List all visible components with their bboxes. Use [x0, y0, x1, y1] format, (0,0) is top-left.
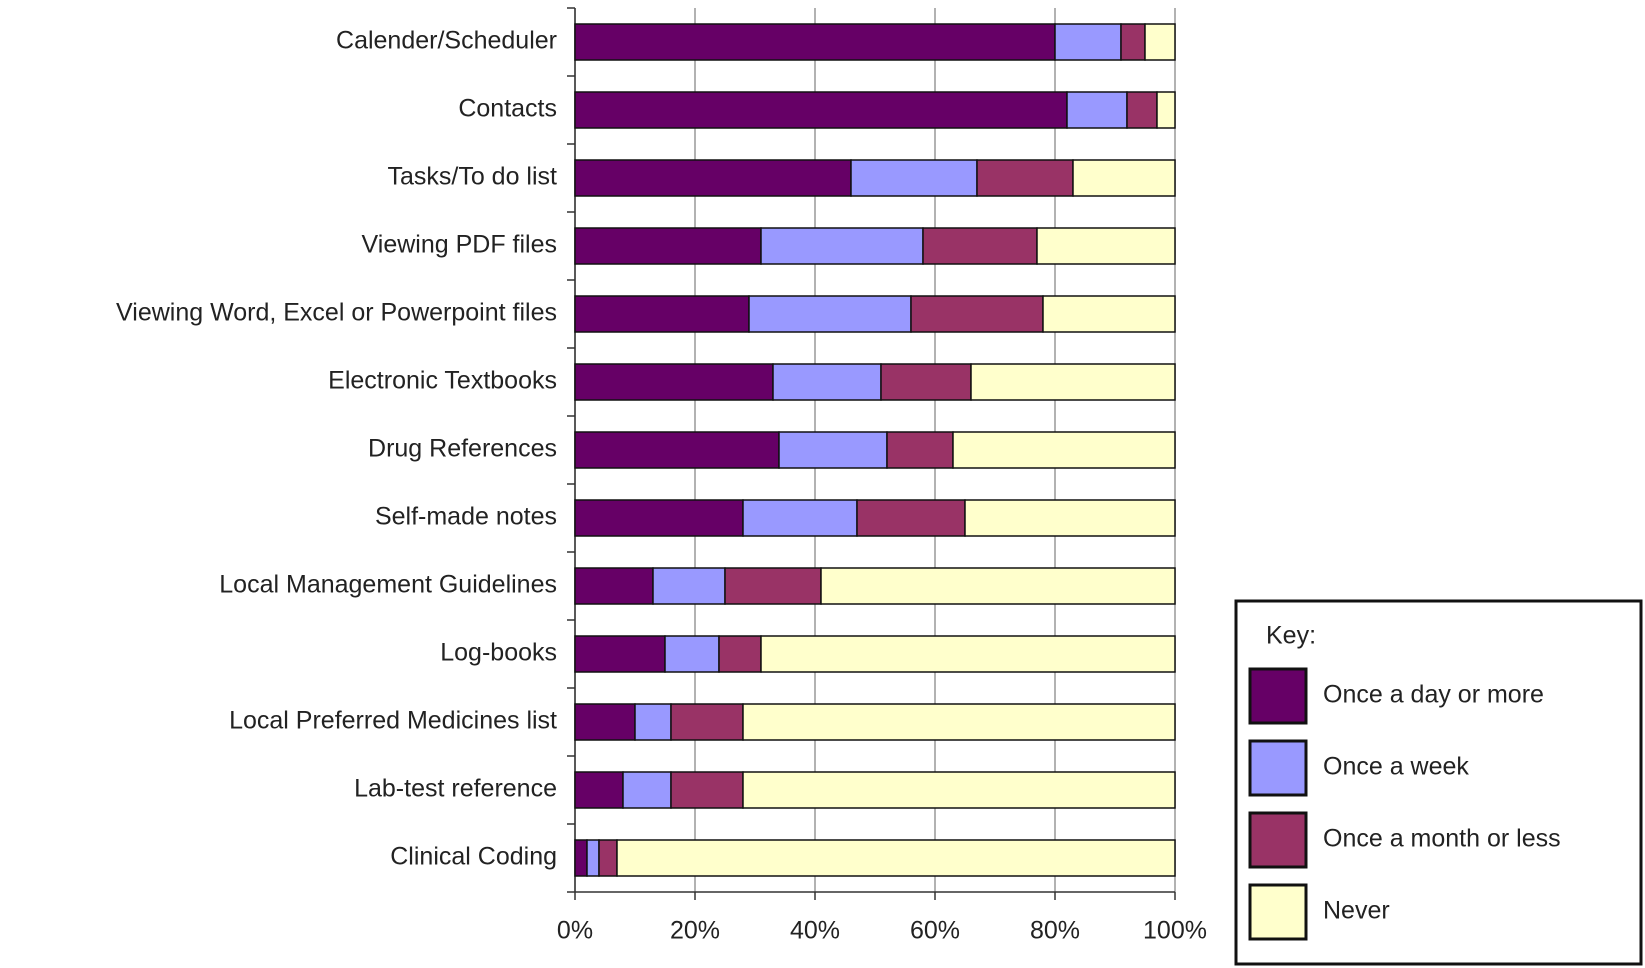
bar-segment [1156, 91, 1176, 129]
bar-segment [598, 839, 618, 877]
bar-segment [718, 635, 762, 673]
bar-segment [574, 227, 762, 265]
legend-label: Never [1323, 897, 1390, 925]
y-tick-label: Electronic Textbooks [328, 367, 557, 395]
bar-segment [742, 703, 1176, 741]
bar-segment [760, 227, 924, 265]
bar-segment [574, 159, 852, 197]
bar-segment [1042, 295, 1176, 333]
bar-segment [574, 635, 666, 673]
bar-segment [850, 159, 978, 197]
bar-segment [574, 499, 744, 537]
legend-swatch [1248, 883, 1308, 941]
bar-segment [1054, 23, 1122, 61]
bar-segment [574, 295, 750, 333]
legend-label: Once a month or less [1323, 825, 1561, 853]
bar-segment [574, 431, 780, 469]
x-tick-label: 0% [557, 917, 593, 945]
bar-segment [778, 431, 888, 469]
y-tick-label: Lab-test reference [354, 775, 557, 803]
y-tick-label: Log-books [440, 639, 557, 667]
x-tick-label: 40% [790, 917, 840, 945]
bar-segment [976, 159, 1074, 197]
legend-swatch [1248, 667, 1308, 725]
bar-segment [880, 363, 972, 401]
y-tick-label: Self-made notes [375, 503, 557, 531]
bar-segment [742, 499, 858, 537]
bar-segment [1072, 159, 1176, 197]
x-tick-label: 20% [670, 917, 720, 945]
bar-segment [652, 567, 726, 605]
bar-segment [922, 227, 1038, 265]
bar-segment [886, 431, 954, 469]
bar-segment [1036, 227, 1176, 265]
legend-title: Key: [1266, 622, 1316, 650]
bar-segment [724, 567, 822, 605]
y-tick-label: Local Management Guidelines [219, 571, 557, 599]
bar-segment [1126, 91, 1158, 129]
bar-segment [670, 703, 744, 741]
y-tick-label: Viewing PDF files [362, 231, 557, 259]
legend-label: Once a day or more [1323, 681, 1544, 709]
y-tick-label: Clinical Coding [390, 843, 557, 871]
bar-segment [586, 839, 600, 877]
legend-swatch [1248, 739, 1308, 797]
bar-segment [856, 499, 966, 537]
y-tick-label: Drug References [368, 435, 557, 463]
y-tick-label: Viewing Word, Excel or Powerpoint files [116, 299, 557, 327]
bar-segment [742, 771, 1176, 809]
bar-segment [910, 295, 1044, 333]
bar-segment [664, 635, 720, 673]
bar-segment [964, 499, 1176, 537]
legend-label: Once a week [1323, 753, 1469, 781]
y-tick-label: Contacts [458, 95, 557, 123]
legend-swatch [1248, 811, 1308, 869]
bar-segment [574, 703, 636, 741]
bar-segment [970, 363, 1176, 401]
bar-segment [670, 771, 744, 809]
y-tick-label: Calender/Scheduler [336, 27, 557, 55]
bar-segment [1120, 23, 1146, 61]
y-tick-label: Local Preferred Medicines list [229, 707, 557, 735]
bar-segment [634, 703, 672, 741]
bar-segment [574, 839, 588, 877]
y-tick-label: Tasks/To do list [387, 163, 557, 191]
bar-segment [1066, 91, 1128, 129]
bar-segment [616, 839, 1176, 877]
bar-segment [574, 363, 774, 401]
bar-segment [952, 431, 1176, 469]
bar-segment [574, 91, 1068, 129]
bar-segment [622, 771, 672, 809]
x-tick-label: 100% [1143, 917, 1207, 945]
x-tick-label: 80% [1030, 917, 1080, 945]
bar-segment [772, 363, 882, 401]
bar-segment [820, 567, 1176, 605]
bar-segment [760, 635, 1176, 673]
bar-segment [1144, 23, 1176, 61]
bar-segment [574, 23, 1056, 61]
bar-segment [574, 771, 624, 809]
bar-segment [748, 295, 912, 333]
x-tick-label: 60% [910, 917, 960, 945]
bar-segment [574, 567, 654, 605]
